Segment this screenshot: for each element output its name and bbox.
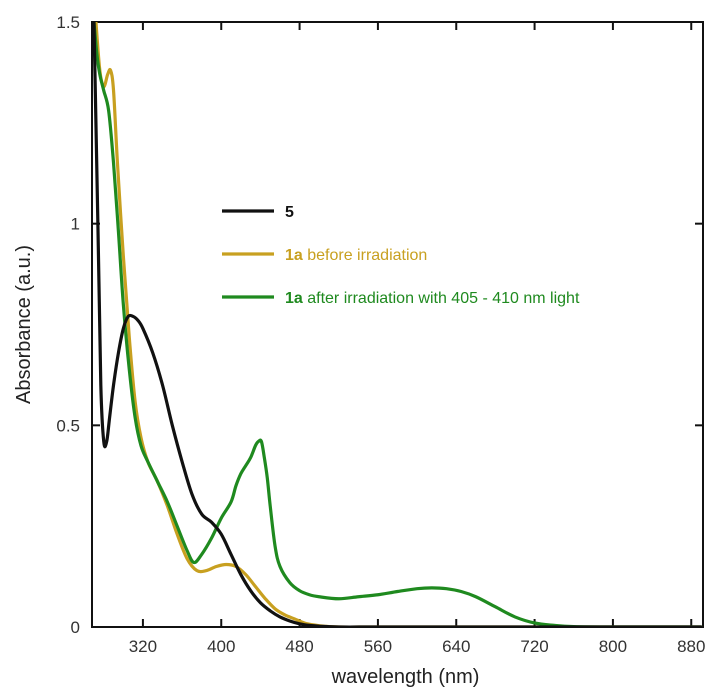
x-tick-label: 640 [442, 637, 470, 656]
y-tick-label: 0.5 [56, 416, 80, 435]
plot-frame [91, 21, 704, 628]
legend-label-bold: 5 [285, 204, 294, 221]
series-line-1 [94, 22, 703, 627]
x-tick-label: 560 [364, 637, 392, 656]
x-tick-label: 880 [677, 637, 705, 656]
x-tick-label: 320 [129, 637, 157, 656]
legend-label-0: 5 [285, 204, 294, 221]
legend-label-2: 1a after irradiation with 405 - 410 nm l… [285, 290, 580, 307]
y-axis-title: Absorbance (a.u.) [13, 245, 35, 404]
series-layer [92, 22, 703, 627]
legend-label-rest: before irradiation [303, 247, 428, 264]
series-line-0 [92, 22, 703, 627]
series-line-2 [92, 22, 703, 627]
axes: 320 400 480 560 640 720 800 880 0 0.5 1 1.5 [56, 13, 705, 656]
x-axis-title: wavelength (nm) [331, 666, 480, 688]
x-tick-label: 800 [599, 637, 627, 656]
legend-label-1: 1a before irradiation [285, 247, 427, 264]
legend-label-bold: 1a [285, 290, 303, 307]
x-tick-label: 720 [520, 637, 548, 656]
y-tick-label: 1.5 [56, 13, 80, 32]
x-tick-label: 480 [285, 637, 313, 656]
y-tick-label: 1 [71, 215, 80, 234]
y-tick-label: 0 [71, 618, 80, 637]
x-tick-label: 400 [207, 637, 235, 656]
legend-label-bold: 1a [285, 247, 303, 264]
legend-label-rest: after irradiation with 405 - 410 nm ligh… [303, 290, 580, 307]
